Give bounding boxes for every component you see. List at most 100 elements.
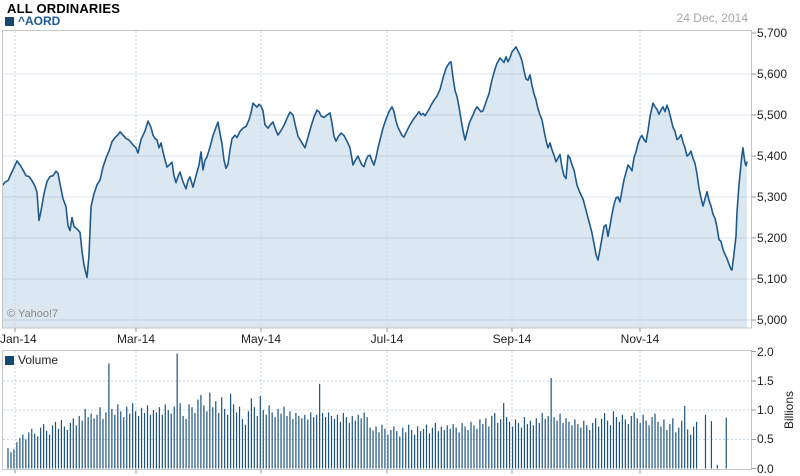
volume-bar bbox=[232, 404, 235, 469]
volume-bar bbox=[666, 430, 668, 469]
volume-bar bbox=[547, 415, 549, 469]
volume-bar bbox=[129, 413, 131, 469]
volume-bar bbox=[660, 426, 662, 469]
volume-y-label: 2.0 bbox=[757, 344, 774, 359]
volume-bar bbox=[586, 425, 588, 469]
volume-bar bbox=[10, 452, 12, 469]
volume-bar bbox=[514, 419, 517, 469]
volume-bar bbox=[672, 418, 674, 469]
volume-bar bbox=[446, 425, 448, 469]
volume-bar bbox=[606, 420, 609, 469]
volume-bar bbox=[648, 425, 650, 469]
volume-bar bbox=[663, 419, 665, 469]
volume-bar bbox=[295, 413, 297, 469]
volume-bar bbox=[158, 407, 160, 469]
volume-bar bbox=[491, 415, 493, 469]
volume-bar bbox=[135, 411, 137, 469]
x-axis-label: Nov-14 bbox=[620, 332, 660, 346]
volume-bar bbox=[200, 394, 202, 469]
volume-bar bbox=[351, 415, 353, 469]
volume-bar bbox=[583, 420, 585, 469]
volume-bar bbox=[298, 415, 300, 469]
volume-bar bbox=[271, 412, 273, 469]
volume-bar bbox=[603, 413, 606, 469]
x-axis-label: May-14 bbox=[240, 332, 281, 346]
volume-bar bbox=[690, 434, 692, 469]
volume-bar bbox=[322, 413, 324, 469]
volume-bar bbox=[366, 417, 368, 469]
volume-bar bbox=[651, 417, 653, 469]
volume-bar bbox=[390, 430, 392, 469]
volume-bar bbox=[292, 418, 294, 469]
volume-bar-chart[interactable] bbox=[2, 350, 756, 474]
volume-bar bbox=[642, 414, 644, 469]
volume-bar bbox=[494, 413, 496, 469]
volume-bar bbox=[565, 418, 567, 469]
volume-bar bbox=[526, 424, 528, 469]
volume-bar bbox=[428, 433, 431, 469]
volume-bar bbox=[111, 408, 113, 469]
volume-bar bbox=[615, 417, 618, 469]
volume-bar bbox=[330, 415, 333, 469]
volume-bar bbox=[601, 418, 603, 469]
volume-bar bbox=[253, 407, 255, 469]
volume-bar bbox=[140, 407, 143, 469]
price-y-label: 5,600 bbox=[757, 67, 788, 81]
volume-bar bbox=[464, 426, 466, 469]
volume-bar bbox=[695, 421, 698, 469]
volume-bar bbox=[69, 422, 71, 469]
volume-bar bbox=[313, 417, 315, 469]
volume-bar bbox=[152, 410, 155, 469]
volume-bar bbox=[630, 415, 632, 469]
volume-bar bbox=[230, 393, 232, 469]
volume-bar bbox=[553, 417, 555, 469]
volume-bar bbox=[120, 411, 122, 469]
volume-bar bbox=[206, 411, 208, 469]
volume-bar bbox=[402, 427, 404, 469]
volume-bar bbox=[399, 436, 401, 469]
volume-bar bbox=[654, 413, 656, 469]
x-axis-label: Jul-14 bbox=[370, 332, 404, 346]
volume-bar bbox=[221, 397, 223, 469]
volume-bar bbox=[568, 421, 570, 469]
volume-bar bbox=[473, 425, 475, 469]
volume-bar bbox=[440, 426, 442, 469]
volume-bar bbox=[339, 421, 342, 469]
volume-bar bbox=[66, 430, 68, 469]
volume-bar bbox=[687, 429, 689, 469]
volume-bar bbox=[262, 410, 264, 469]
price-area-fill bbox=[3, 46, 747, 329]
volume-bar bbox=[589, 430, 591, 469]
volume-bar bbox=[416, 426, 419, 469]
volume-bar bbox=[188, 404, 190, 469]
price-y-label: 5,500 bbox=[757, 108, 788, 122]
volume-bar bbox=[182, 415, 184, 469]
volume-legend: Volume bbox=[5, 353, 58, 367]
volume-bar bbox=[310, 412, 312, 469]
volume-bar bbox=[324, 417, 327, 469]
volume-bar bbox=[105, 412, 107, 469]
volume-bar bbox=[541, 413, 543, 469]
volume-bar bbox=[16, 442, 18, 469]
volume-bar bbox=[577, 424, 579, 469]
volume-bar bbox=[609, 425, 612, 469]
volume-bar bbox=[43, 424, 45, 469]
volume-axis-title: Billions bbox=[782, 390, 796, 430]
volume-label: Volume bbox=[18, 353, 59, 367]
volume-bar bbox=[57, 428, 60, 469]
volume-bar bbox=[511, 426, 514, 469]
volume-bar bbox=[405, 432, 407, 469]
volume-bar bbox=[357, 414, 359, 469]
volume-bar bbox=[517, 422, 520, 469]
volume-bar bbox=[452, 424, 454, 469]
volume-bar bbox=[45, 431, 48, 469]
volume-bar bbox=[437, 431, 439, 469]
volume-y-label: 1.5 bbox=[757, 373, 774, 388]
volume-bar bbox=[396, 431, 398, 469]
volume-bar bbox=[333, 418, 336, 469]
price-area-chart[interactable] bbox=[2, 30, 756, 332]
volume-y-label: 0.5 bbox=[757, 432, 774, 447]
volume-bar bbox=[393, 426, 395, 469]
volume-bar bbox=[348, 422, 350, 469]
price-y-label: 5,100 bbox=[757, 272, 788, 286]
